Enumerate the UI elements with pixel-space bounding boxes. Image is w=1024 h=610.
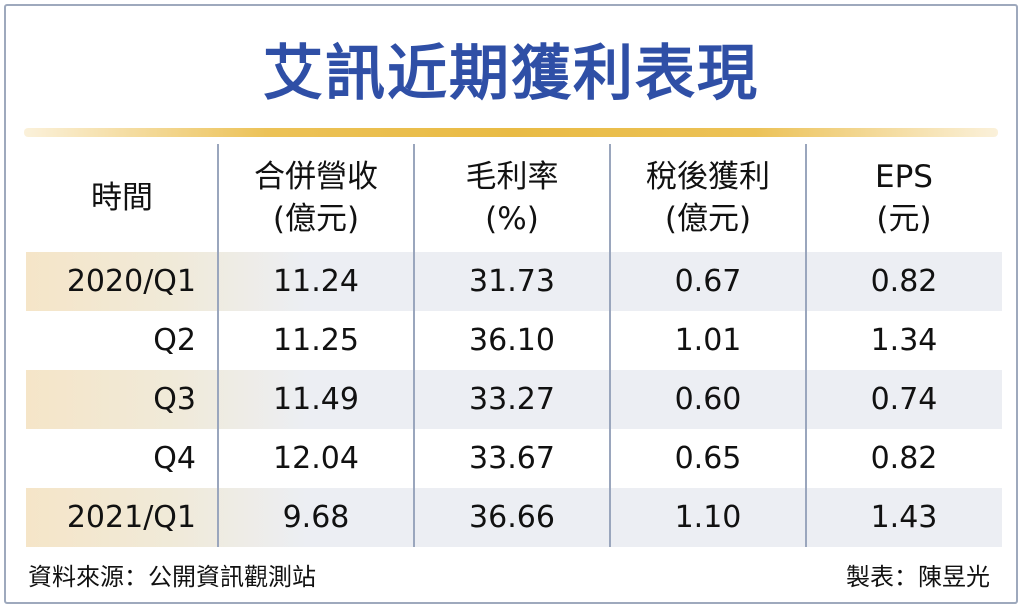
cell-eps: 0.82 xyxy=(870,264,938,299)
cell-gross-margin: 33.67 xyxy=(469,441,555,476)
earnings-table: 時間 合併營收 (億元) 毛利率 (%) 稅後獲利 (億元) EPS (元) 2… xyxy=(26,144,1002,547)
cell-gross-margin: 36.10 xyxy=(469,323,555,358)
cell-eps: 0.74 xyxy=(870,382,938,417)
cell-net-income: 1.01 xyxy=(674,323,742,358)
infographic-frame: 艾訊近期獲利表現 時間 合併營收 (億元) 毛利率 (%) 稅後獲利 (億元) … xyxy=(4,4,1018,604)
table-row: 2021/Q1 9.68 36.66 1.10 1.43 xyxy=(26,488,1002,547)
header-eps: EPS (元) xyxy=(806,144,1002,252)
cell-gross-margin: 36.66 xyxy=(469,500,555,535)
header-revenue-label: 合併營收 xyxy=(254,159,378,195)
cell-gross-margin: 33.27 xyxy=(469,382,555,417)
header-gross-margin-label: 毛利率 xyxy=(465,159,559,195)
cell-revenue: 9.68 xyxy=(282,500,350,535)
cell-revenue: 11.25 xyxy=(273,323,359,358)
column-divider xyxy=(217,144,219,547)
cell-net-income: 1.10 xyxy=(674,500,742,535)
header-eps-unit: (元) xyxy=(876,201,932,237)
column-divider xyxy=(609,144,611,547)
chart-title: 艾訊近期獲利表現 xyxy=(263,39,759,109)
cell-gross-margin: 31.73 xyxy=(469,264,555,299)
header-gross-margin-unit: (%) xyxy=(485,201,539,237)
header-period: 時間 xyxy=(26,144,218,252)
cell-eps: 1.43 xyxy=(870,500,938,535)
cell-eps: 0.82 xyxy=(870,441,938,476)
header-net-income-unit: (億元) xyxy=(664,201,752,237)
cell-period: Q3 xyxy=(153,382,196,417)
header-eps-label: EPS xyxy=(875,159,933,195)
header-net-income-label: 稅後獲利 xyxy=(646,159,770,195)
header-revenue: 合併營收 (億元) xyxy=(218,144,414,252)
table-header: 時間 合併營收 (億元) 毛利率 (%) 稅後獲利 (億元) EPS (元) xyxy=(26,144,1002,252)
table-row: Q2 11.25 36.10 1.01 1.34 xyxy=(26,311,1002,370)
table-row: Q3 11.49 33.27 0.60 0.74 xyxy=(26,370,1002,429)
column-divider xyxy=(805,144,807,547)
cell-revenue: 12.04 xyxy=(273,441,359,476)
table-row: 2020/Q1 11.24 31.73 0.67 0.82 xyxy=(26,252,1002,311)
source-note: 資料來源：公開資訊觀測站 xyxy=(28,563,316,591)
column-divider xyxy=(413,144,415,547)
cell-period: Q2 xyxy=(153,323,196,358)
cell-revenue: 11.49 xyxy=(273,382,359,417)
cell-period: 2021/Q1 xyxy=(66,500,196,535)
cell-period: Q4 xyxy=(153,441,196,476)
header-gross-margin: 毛利率 (%) xyxy=(414,144,610,252)
cell-revenue: 11.24 xyxy=(273,264,359,299)
credit-note: 製表：陳昱光 xyxy=(846,563,990,591)
header-net-income: 稅後獲利 (億元) xyxy=(610,144,806,252)
table-row: Q4 12.04 33.67 0.65 0.82 xyxy=(26,429,1002,488)
cell-net-income: 0.65 xyxy=(674,441,742,476)
cell-net-income: 0.67 xyxy=(674,264,742,299)
cell-period: 2020/Q1 xyxy=(66,264,196,299)
header-revenue-unit: (億元) xyxy=(272,201,360,237)
cell-net-income: 0.60 xyxy=(674,382,742,417)
header-period-label: 時間 xyxy=(91,180,153,216)
cell-eps: 1.34 xyxy=(870,323,938,358)
title-divider xyxy=(24,128,998,137)
